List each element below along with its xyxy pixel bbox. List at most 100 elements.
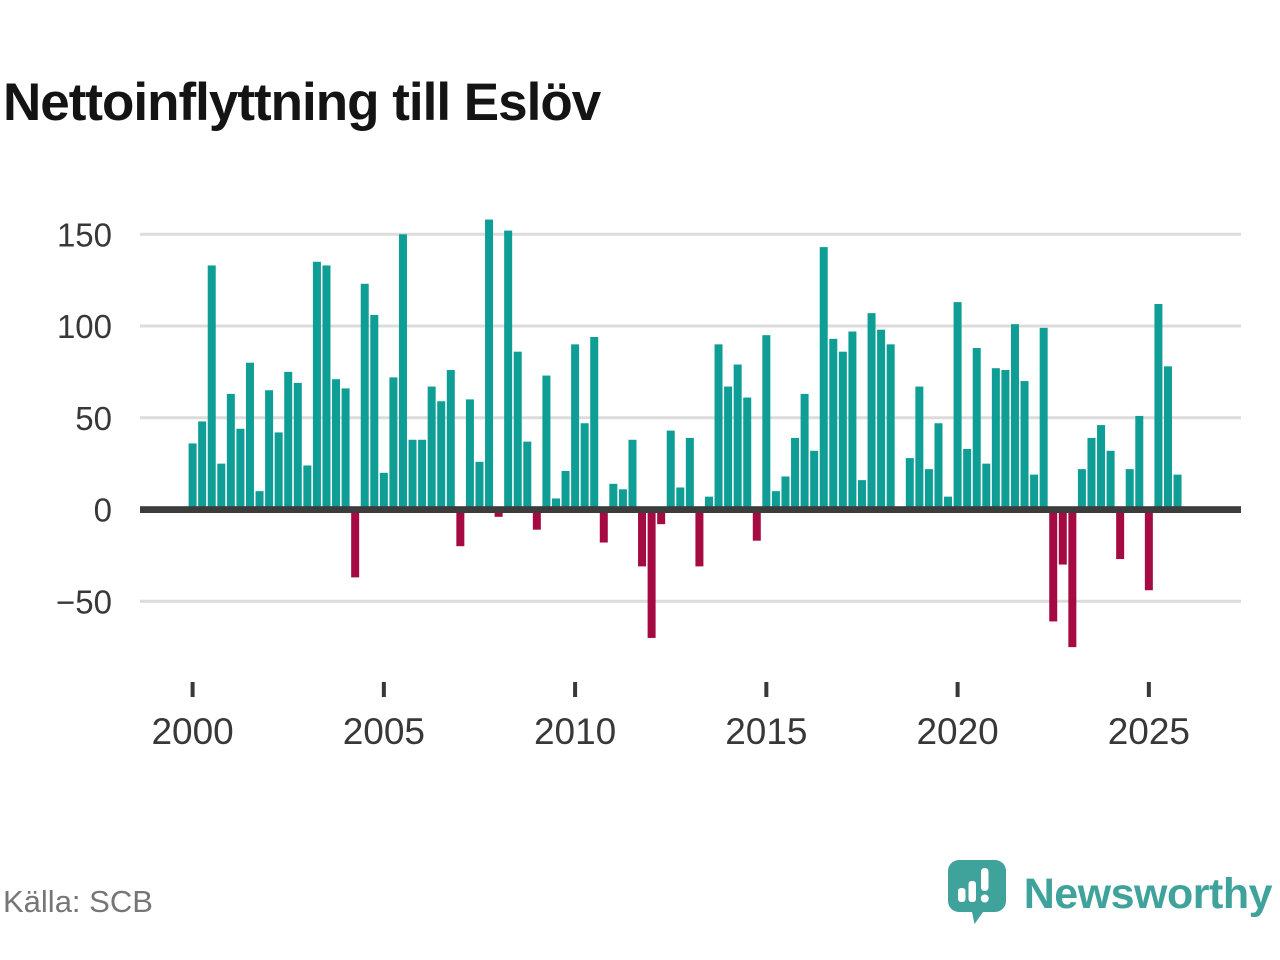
bar-negative — [657, 509, 666, 525]
bar-negative — [351, 509, 360, 578]
bar — [418, 439, 427, 512]
bar — [245, 362, 254, 512]
bar — [398, 234, 407, 512]
brand-name: Newsworthy — [1023, 869, 1273, 918]
bar — [972, 348, 981, 512]
bar — [829, 338, 838, 512]
zero-axis-line — [140, 506, 1241, 513]
bar — [551, 498, 560, 512]
bar — [217, 463, 226, 512]
bar — [628, 439, 637, 512]
logo-bar-medium — [968, 881, 976, 902]
bar — [485, 219, 494, 512]
bar — [303, 465, 312, 512]
bar — [934, 423, 943, 512]
bar — [236, 428, 245, 512]
bar — [905, 458, 914, 512]
bar — [1030, 474, 1039, 512]
bar — [609, 483, 618, 512]
y-axis-label: 100 — [57, 308, 112, 345]
bar — [379, 472, 388, 512]
bar — [982, 463, 991, 512]
bar — [781, 476, 790, 512]
bar — [265, 390, 274, 512]
bar — [312, 261, 321, 512]
bar — [915, 386, 924, 512]
bar-negative — [1049, 509, 1058, 622]
bar — [1097, 425, 1106, 512]
bar — [771, 491, 780, 512]
bar — [791, 437, 800, 512]
bar — [733, 364, 742, 512]
bar — [1039, 327, 1048, 512]
bar-negative — [1068, 509, 1077, 648]
bar — [274, 432, 283, 512]
bar — [666, 430, 675, 512]
source-note: Källa: SCB — [3, 884, 153, 919]
bar — [446, 370, 455, 512]
bar — [188, 443, 197, 512]
logo-exclamation-dot — [980, 894, 989, 903]
y-axis-label: −50 — [56, 583, 112, 620]
x-axis-label: 2025 — [1108, 711, 1190, 752]
bar — [953, 302, 962, 512]
bar — [1001, 370, 1010, 512]
bar — [523, 441, 532, 512]
bar — [724, 386, 733, 512]
bar — [332, 379, 341, 512]
bar — [743, 397, 752, 512]
bar — [198, 421, 207, 512]
speech-bubble-shape — [947, 860, 1006, 924]
bar — [800, 393, 809, 512]
bar — [1077, 469, 1086, 512]
bar — [590, 337, 599, 512]
bar — [437, 401, 446, 512]
bar — [370, 314, 379, 512]
bar — [1020, 381, 1029, 512]
bar — [963, 448, 972, 512]
bar — [504, 230, 513, 512]
bar — [819, 247, 828, 512]
bar — [322, 265, 331, 512]
bar-negative — [1058, 509, 1067, 565]
bar-negative — [647, 509, 656, 638]
x-axis-label: 2005 — [343, 711, 425, 752]
bar — [465, 399, 474, 512]
bar — [618, 489, 627, 512]
bar — [944, 496, 953, 512]
bar — [704, 496, 713, 512]
bar — [714, 344, 723, 512]
bar — [838, 351, 847, 512]
bar — [886, 344, 895, 512]
bar — [676, 487, 685, 512]
bar — [991, 368, 1000, 512]
bar — [513, 351, 522, 512]
bar — [360, 283, 369, 512]
bar — [685, 437, 694, 512]
net-migration-bar-chart: 150 100 50 0 −50 2000 2005 2010 2015 2020 2025 — [56, 216, 1241, 752]
x-axis-label: 2000 — [151, 711, 233, 752]
bar — [877, 329, 886, 512]
bar — [1135, 415, 1144, 512]
bar — [475, 461, 484, 512]
bar — [1106, 450, 1115, 512]
bar — [848, 331, 857, 512]
bar-negative — [695, 509, 704, 567]
bar — [1163, 366, 1172, 512]
bar — [810, 450, 819, 512]
bar — [1087, 437, 1096, 512]
bar — [1154, 303, 1163, 512]
bar — [1125, 469, 1134, 512]
bar-negative — [1116, 509, 1125, 560]
bar-negative — [494, 509, 503, 517]
bar — [284, 371, 293, 512]
bar — [427, 386, 436, 512]
bar — [1010, 324, 1019, 512]
bar — [293, 382, 302, 512]
bar — [857, 480, 866, 512]
bar — [341, 388, 350, 512]
y-axis-label: 50 — [75, 400, 112, 437]
bar — [571, 344, 580, 512]
bar — [580, 423, 589, 512]
